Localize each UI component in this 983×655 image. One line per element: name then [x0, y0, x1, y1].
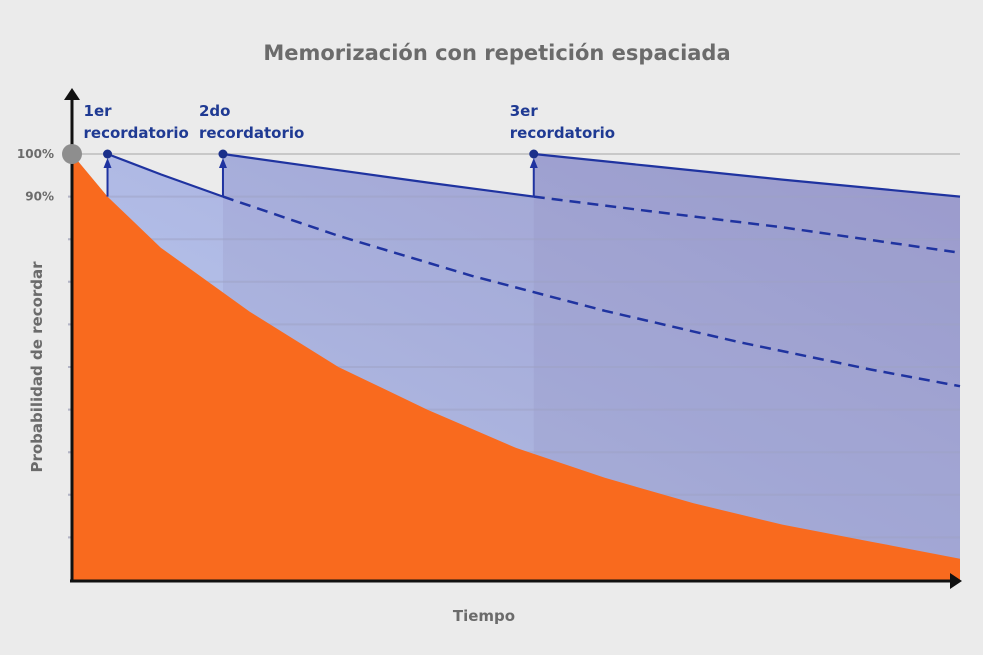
y-axis-label: Probabilidad de recordar — [28, 261, 46, 473]
reminder-label: recordatorio — [199, 124, 304, 142]
arrow-up-icon — [529, 158, 538, 168]
review-line-dashed — [222, 195, 961, 388]
y-axis-arrow-icon — [64, 88, 80, 100]
arrow-up-icon — [103, 158, 112, 168]
reminder-dot — [529, 149, 539, 159]
reminder-labels: 1er recordatorio 2do recordatorio 3er recorda… — [84, 102, 616, 142]
x-axis-label: Tiempo — [453, 607, 515, 625]
review-lines — [103, 149, 961, 388]
reminder-label: recordatorio — [510, 124, 615, 142]
chart-title: Memorización con repetición espaciada — [263, 41, 730, 65]
reminder-label: 2do — [199, 102, 230, 120]
forgetting-curve-area — [72, 154, 960, 580]
start-dot — [62, 144, 82, 164]
x-axis-arrow-icon — [950, 573, 962, 589]
reminder-label: recordatorio — [84, 124, 189, 142]
review-line-solid — [222, 152, 534, 198]
reminder-dot — [218, 149, 228, 159]
y-tick-label: 90% — [25, 190, 54, 204]
reminder-label: 3er — [510, 102, 539, 120]
review-line-solid — [107, 152, 224, 198]
y-tick-labels: 100% 90% — [17, 147, 54, 204]
y-tick-label: 100% — [17, 147, 54, 161]
review-line-solid — [533, 152, 961, 198]
reminder-dot — [103, 149, 113, 159]
arrow-up-icon — [218, 158, 227, 168]
reminder-label: 1er — [84, 102, 113, 120]
review-line-dashed — [533, 195, 955, 254]
